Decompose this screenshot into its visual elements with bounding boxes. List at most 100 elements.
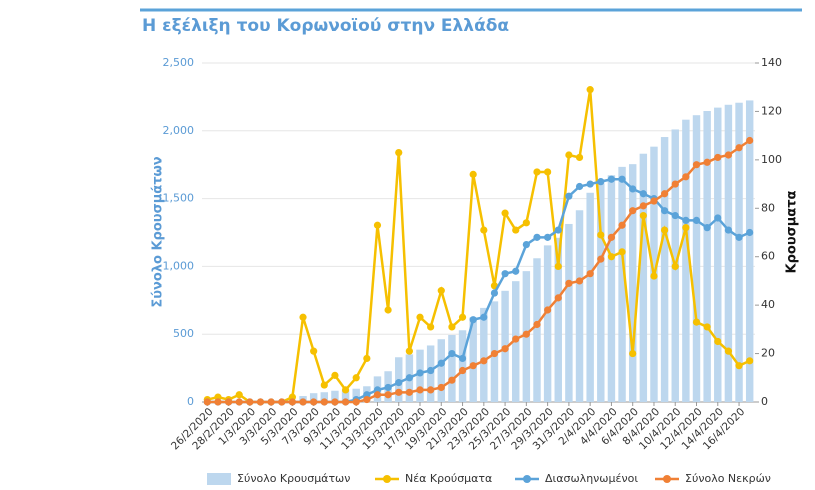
point — [256, 398, 265, 406]
point — [448, 349, 456, 358]
point — [352, 374, 360, 382]
point — [586, 270, 594, 278]
point — [246, 398, 254, 406]
chart-title: Η εξέλιξη του Κορωνοϊού στην Ελλάδα — [142, 16, 509, 36]
point — [746, 136, 754, 145]
point — [320, 398, 328, 406]
y2-tick-label: 40 — [761, 298, 775, 311]
point — [384, 383, 392, 392]
point — [692, 161, 701, 169]
bar — [543, 245, 552, 402]
point — [267, 398, 275, 406]
y2-tick-label: 140 — [761, 56, 782, 69]
point — [607, 253, 616, 261]
point — [437, 383, 445, 392]
point — [661, 190, 669, 198]
point — [448, 323, 456, 331]
y-tick-label: 500 — [173, 327, 194, 340]
point — [384, 306, 392, 314]
point — [490, 349, 499, 358]
y2-tick-label: 120 — [761, 104, 782, 117]
bar — [724, 104, 733, 402]
y-tick-label: 1,000 — [163, 259, 195, 272]
point — [661, 207, 669, 215]
point — [618, 175, 626, 183]
y2-tick-label: 80 — [761, 201, 775, 214]
point — [724, 151, 733, 159]
point — [299, 313, 307, 321]
legend-swatch — [383, 475, 391, 483]
point — [682, 216, 690, 224]
point — [363, 354, 371, 363]
bar — [458, 330, 467, 402]
bar — [639, 153, 648, 402]
point — [692, 318, 701, 326]
point — [724, 226, 733, 234]
bar — [692, 115, 701, 403]
point — [554, 262, 562, 270]
point — [607, 175, 616, 183]
y-tick-label: 1,500 — [163, 192, 195, 205]
point — [692, 216, 701, 224]
point — [416, 386, 424, 394]
legend-label: Διασωληνωμένοι — [545, 472, 638, 485]
bar — [480, 307, 488, 402]
bar — [682, 119, 690, 403]
point — [746, 228, 754, 237]
y-tick-label: 2,000 — [163, 124, 195, 137]
point — [331, 398, 339, 406]
point — [575, 153, 584, 162]
bar — [660, 137, 669, 402]
point — [416, 369, 424, 377]
point — [405, 347, 413, 355]
bar — [714, 107, 722, 402]
point — [703, 224, 711, 232]
point — [458, 366, 467, 375]
bar — [703, 111, 711, 402]
legend-label: Σύνολο Κρουσμάτων — [237, 472, 350, 485]
point — [650, 197, 658, 205]
point — [427, 323, 435, 331]
point — [650, 272, 658, 280]
point — [469, 170, 477, 178]
point — [735, 362, 743, 370]
point — [235, 398, 243, 406]
point — [501, 270, 509, 278]
point — [639, 211, 647, 220]
bar — [469, 317, 477, 402]
line — [207, 139, 751, 404]
point — [448, 376, 456, 384]
point — [554, 294, 562, 302]
point — [565, 279, 573, 287]
y-axis-label: Σύνολο Κρουσμάτων — [151, 156, 166, 307]
point — [437, 287, 445, 295]
bar — [628, 164, 637, 402]
point — [341, 398, 350, 406]
bar — [533, 258, 541, 402]
bar — [554, 237, 562, 402]
point — [427, 386, 435, 394]
bar — [745, 100, 754, 402]
point — [352, 398, 360, 406]
point — [575, 182, 584, 191]
point — [639, 190, 647, 198]
bar — [618, 166, 626, 402]
legend-swatch — [523, 475, 531, 483]
point — [575, 277, 584, 285]
point — [490, 289, 499, 297]
point — [469, 316, 477, 324]
point — [214, 398, 222, 406]
point — [565, 192, 573, 200]
point — [458, 354, 467, 363]
point — [629, 207, 637, 215]
bar — [586, 192, 594, 402]
point — [458, 313, 467, 321]
y2-tick-label: 100 — [761, 153, 782, 166]
point — [501, 209, 509, 217]
point — [682, 173, 690, 181]
y2-tick-label: 0 — [761, 395, 768, 408]
point — [341, 386, 350, 394]
point — [714, 337, 722, 346]
point — [480, 357, 488, 365]
